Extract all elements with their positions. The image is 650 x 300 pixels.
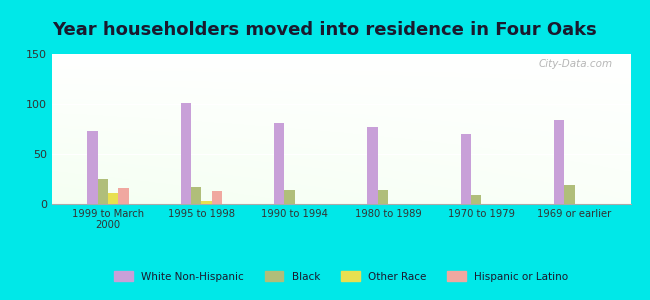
- Bar: [88, 131, 97, 204]
- Bar: [191, 187, 202, 204]
- Bar: [284, 190, 294, 204]
- Text: City-Data.com: City-Data.com: [539, 58, 613, 68]
- Legend: White Non-Hispanic, Black, Other Race, Hispanic or Latino: White Non-Hispanic, Black, Other Race, H…: [110, 267, 573, 286]
- Bar: [108, 193, 118, 204]
- Bar: [564, 185, 575, 204]
- Bar: [274, 123, 284, 204]
- Bar: [461, 134, 471, 204]
- Bar: [181, 103, 191, 204]
- Bar: [98, 179, 108, 204]
- Bar: [378, 190, 388, 204]
- Bar: [118, 188, 129, 204]
- Bar: [367, 127, 378, 204]
- Bar: [202, 201, 211, 204]
- Bar: [471, 195, 481, 204]
- Bar: [554, 120, 564, 204]
- Bar: [211, 191, 222, 204]
- Text: Year householders moved into residence in Four Oaks: Year householders moved into residence i…: [53, 21, 597, 39]
